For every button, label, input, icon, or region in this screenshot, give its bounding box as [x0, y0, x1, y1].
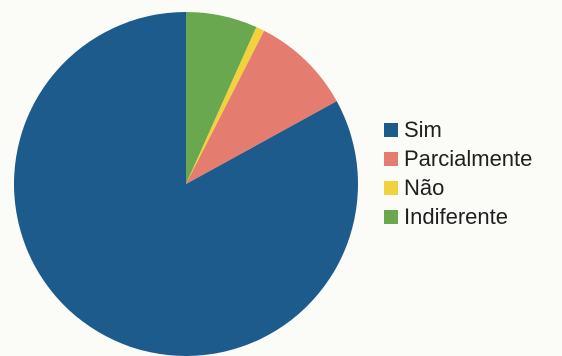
legend-item-parcialmente: Parcialmente	[384, 145, 532, 173]
legend-swatch-nao	[384, 181, 398, 195]
pie-slice-indiferente	[186, 12, 257, 184]
pie-plot	[14, 12, 359, 356]
legend-label-parcialmente: Parcialmente	[404, 146, 533, 171]
chart-legend: Sim Parcialmente Não Indiferente	[384, 116, 532, 232]
legend-swatch-indiferente	[384, 210, 398, 224]
legend-label-sim: Sim	[404, 117, 442, 142]
legend-item-nao: Não	[384, 174, 532, 202]
legend-item-sim: Sim	[384, 116, 532, 144]
pie-slice-parcialmente	[186, 30, 337, 185]
legend-item-indiferente: Indiferente	[384, 203, 532, 231]
pie-slice-nao	[186, 27, 265, 185]
legend-label-nao: Não	[404, 175, 445, 200]
legend-swatch-sim	[384, 123, 398, 137]
legend-swatch-parcialmente	[384, 152, 398, 166]
pie-slice-sim	[14, 12, 359, 356]
legend-label-indiferente: Indiferente	[404, 204, 508, 229]
